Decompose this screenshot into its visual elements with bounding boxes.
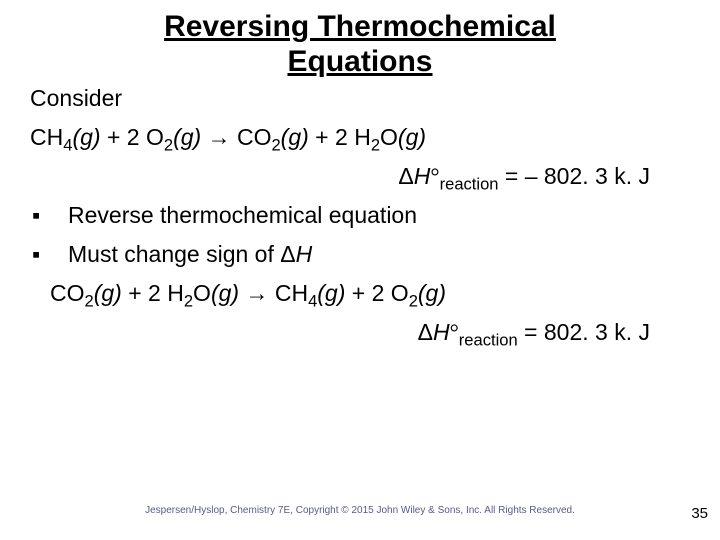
dh1-delta: Δ [398, 163, 413, 189]
eq2-g3: (g) [317, 280, 345, 306]
eq2-plus2: + 2 O [345, 280, 408, 306]
forward-equation: CH4(g) + 2 O2(g) → CO2(g) + 2 H2O(g) [30, 124, 690, 151]
reverse-equation: CO2(g) + 2 H2O(g) → CH4(g) + 2 O2(g) [30, 280, 690, 307]
dh2-h: H [433, 319, 450, 345]
dh1-deg: ° [430, 164, 439, 189]
eq1-plus2: + 2 H [309, 124, 371, 150]
bullet-2-text: Must change sign of ΔH [68, 241, 312, 268]
eq1-ch4: CH [30, 124, 63, 150]
eq1-arrow: → CO [201, 124, 271, 150]
slide-title: Reversing Thermochemical Equations [30, 10, 690, 79]
eq1-o: O [380, 124, 398, 150]
dh2-value: = 802. 3 k. J [518, 319, 650, 345]
eq1-g4: (g) [398, 124, 426, 150]
bullet-1-text: Reverse thermochemical equation [68, 202, 417, 229]
consider-label: Consider [30, 85, 690, 112]
dh1-value: = – 802. 3 k. J [498, 163, 650, 189]
title-line-2: Equations [287, 45, 432, 78]
eq2-co2-sub: 2 [85, 292, 94, 311]
eq1-plus1: + 2 O [101, 124, 164, 150]
eq1-h2-sub: 2 [371, 136, 380, 155]
title-line-1: Reversing Thermochemical [164, 10, 556, 43]
eq2-g1: (g) [94, 280, 122, 306]
eq2-plus1: + 2 H [122, 280, 184, 306]
dh2-deg: ° [450, 320, 459, 345]
eq1-o2-sub: 2 [164, 136, 173, 155]
eq2-g2: (g) [211, 280, 239, 306]
page-number: 35 [691, 505, 708, 522]
eq2-o1: O [193, 280, 211, 306]
bullet-1: ▪ Reverse thermochemical equation [30, 202, 690, 229]
eq2-h2-sub: 2 [184, 292, 193, 311]
bullet-marker-icon: ▪ [32, 202, 68, 229]
dh2-sub: reaction [459, 331, 518, 350]
delta-h-reverse: ΔH°reaction = 802. 3 k. J [30, 319, 690, 346]
eq1-g1: (g) [72, 124, 100, 150]
slide: Reversing Thermochemical Equations Consi… [0, 0, 720, 540]
dh1-sub: reaction [440, 175, 499, 194]
eq1-g2: (g) [173, 124, 201, 150]
bullet-2: ▪ Must change sign of ΔH [30, 241, 690, 268]
eq1-co2-sub: 2 [271, 136, 280, 155]
eq2-co2: CO [50, 280, 85, 306]
bullet-marker-icon: ▪ [32, 241, 68, 268]
eq2-g4: (g) [418, 280, 446, 306]
dh2-delta: Δ [418, 319, 433, 345]
eq1-g3: (g) [281, 124, 309, 150]
eq2-ch4-sub: 4 [308, 292, 317, 311]
delta-h-forward: ΔH°reaction = – 802. 3 k. J [30, 163, 690, 190]
copyright-footer: Jespersen/Hyslop, Chemistry 7E, Copyrigh… [0, 505, 720, 516]
eq2-o2-sub: 2 [409, 292, 418, 311]
dh1-h: H [414, 163, 431, 189]
eq2-arrow: → CH [239, 280, 308, 306]
